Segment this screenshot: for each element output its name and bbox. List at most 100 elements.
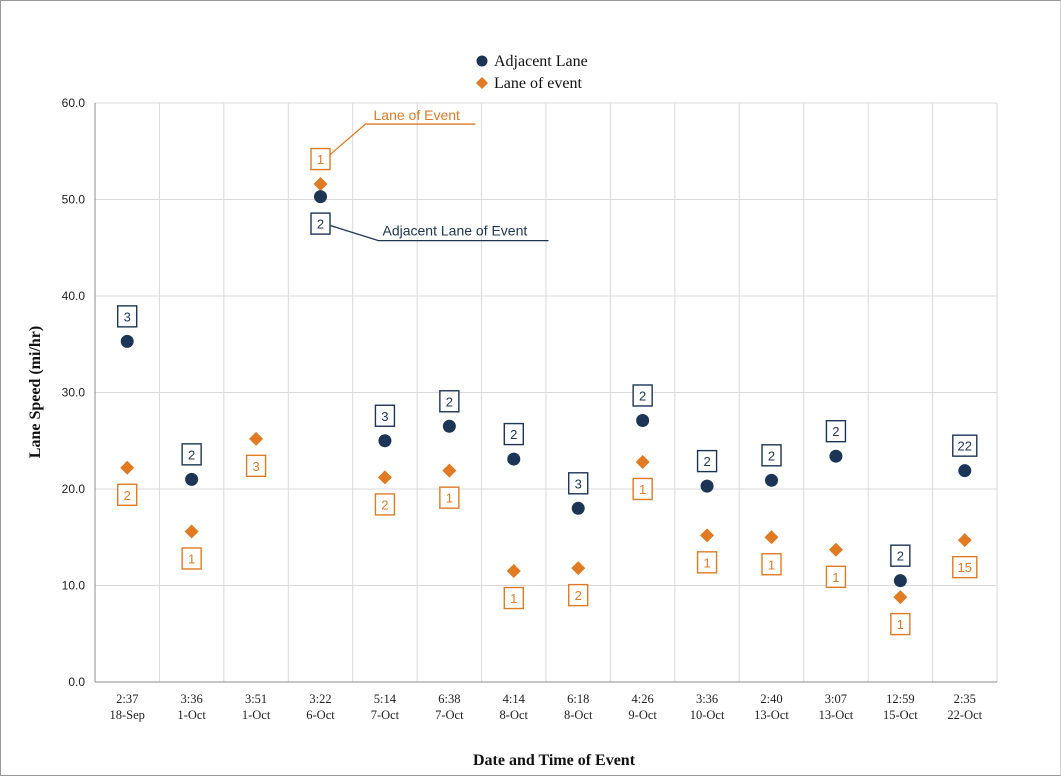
data-label: 2 [124,488,131,503]
x-tick-time: 2:40 [760,692,782,706]
data-label-box [245,454,267,478]
x-tick-date: 18-Sep [110,708,145,722]
x-tick-date: 8-Oct [500,708,529,722]
y-tick-label: 30.0 [62,386,86,400]
x-tick-time: 4:14 [503,692,526,706]
data-label-box [117,305,138,328]
y-tick-label: 50.0 [62,193,86,207]
data-label: 2 [510,427,517,442]
data-label: 1 [639,482,646,497]
data-label-box [952,555,978,579]
lane-of-event-point [120,460,135,475]
data-label: 2 [317,217,324,232]
y-tick-label: 60.0 [62,96,86,110]
x-tick-date: 13-Oct [754,708,789,722]
lane-of-event-callout-line [329,123,476,156]
lane-of-event-point [377,470,392,485]
x-tick-time: 3:51 [245,692,267,706]
data-label: 1 [317,152,324,167]
data-label-box [696,551,718,574]
adjacent-lane-point [571,501,585,515]
lane-of-event-point [764,530,779,545]
x-tick-time: 3:22 [309,692,331,706]
data-label-box [503,422,524,446]
data-label: 1 [768,557,775,572]
y-tick-label: 20.0 [62,482,86,496]
adjacent-lane-point [507,452,521,466]
adjacent-lane-point [314,190,327,204]
x-tick-time: 6:38 [438,692,460,706]
adjacent-lane-point [700,479,714,493]
lane-of-event-point [249,431,264,446]
data-label-box [632,384,653,407]
x-tick-time: 4:26 [632,692,654,706]
x-tick-time: 12:59 [886,692,914,706]
legend: Adjacent Lane Lane of event [476,53,588,92]
x-tick-label: 2:35 22-Oct [947,692,982,722]
data-label: 3 [381,409,388,424]
y-axis-title: Lane Speed (mi/hr) [27,326,44,458]
x-tick-time: 2:37 [116,692,138,706]
axes: 0.0 10.0 20.0 30.0 40.0 50.0 60.0 2:37 18-Sep 3:3… [62,96,997,722]
grid [94,102,998,683]
x-tick-date: 7-Oct [371,708,400,722]
data-label: 2 [639,388,646,403]
y-tick-label: 0.0 [68,675,85,689]
y-tick-label: 40.0 [62,289,86,303]
data-label: 2 [897,549,904,564]
x-tick-time: 3:07 [825,692,847,706]
data-label-box [181,443,202,466]
data-label-box [761,553,782,576]
data-label: 1 [188,551,195,566]
adjacent-lane-point [442,419,456,433]
data-label-box [117,483,138,506]
x-tick-label: 3:51 1-Oct [242,692,271,722]
legend-adjacent-marker [476,55,488,67]
data-label-box [503,586,524,610]
x-tick-label: 2:37 18-Sep [110,692,145,722]
adjacent-lane-point [378,434,392,448]
x-tick-date: 22-Oct [947,708,982,722]
x-tick-date: 10-Oct [690,708,725,722]
data-label-box [310,212,331,235]
data-label: 2 [188,447,195,462]
x-tick-label: 3:36 1-Oct [177,692,206,722]
data-label: 2 [832,424,839,439]
data-label: 2 [768,448,775,463]
x-tick-time: 5:14 [374,692,397,706]
data-label-box [439,486,460,509]
adjacent-lane-point [958,464,972,478]
data-label-box [761,444,782,467]
adjacent-lane-callout-line [330,224,549,242]
data-label-box [374,493,396,516]
legend-event-label: Lane of event [494,75,583,92]
x-tick-date: 13-Oct [819,708,854,722]
x-tick-date: 1-Oct [177,708,206,722]
legend-event-marker [476,77,488,89]
y-tick-label: 10.0 [62,579,86,593]
data-label-box [890,544,911,567]
data-label: 3 [124,309,131,324]
adjacent-lane-point [185,472,199,486]
x-tick-label: 6:18 8-Oct [564,692,593,722]
x-tick-date: 7-Oct [435,708,464,722]
lane-of-event-point [893,590,908,605]
x-tick-label: 3:22 6-Oct [306,692,335,722]
data-label: 3 [575,476,582,491]
data-label-box [439,390,460,413]
data-label-box [568,472,589,495]
x-axis-title: Date and Time of Event [473,752,636,769]
lane-of-event-point [635,454,650,469]
lane-of-event-point [571,561,586,576]
data-label: 2 [381,497,388,512]
data-label-box [181,547,202,570]
data-label-box [632,477,653,501]
data-label-box [825,565,847,588]
adjacent-lane-callout: Adjacent Lane of Event [383,223,528,239]
data-label: 2 [703,454,710,469]
data-label: 22 [958,439,972,454]
x-tick-label: 12:59 15-Oct [883,692,918,722]
